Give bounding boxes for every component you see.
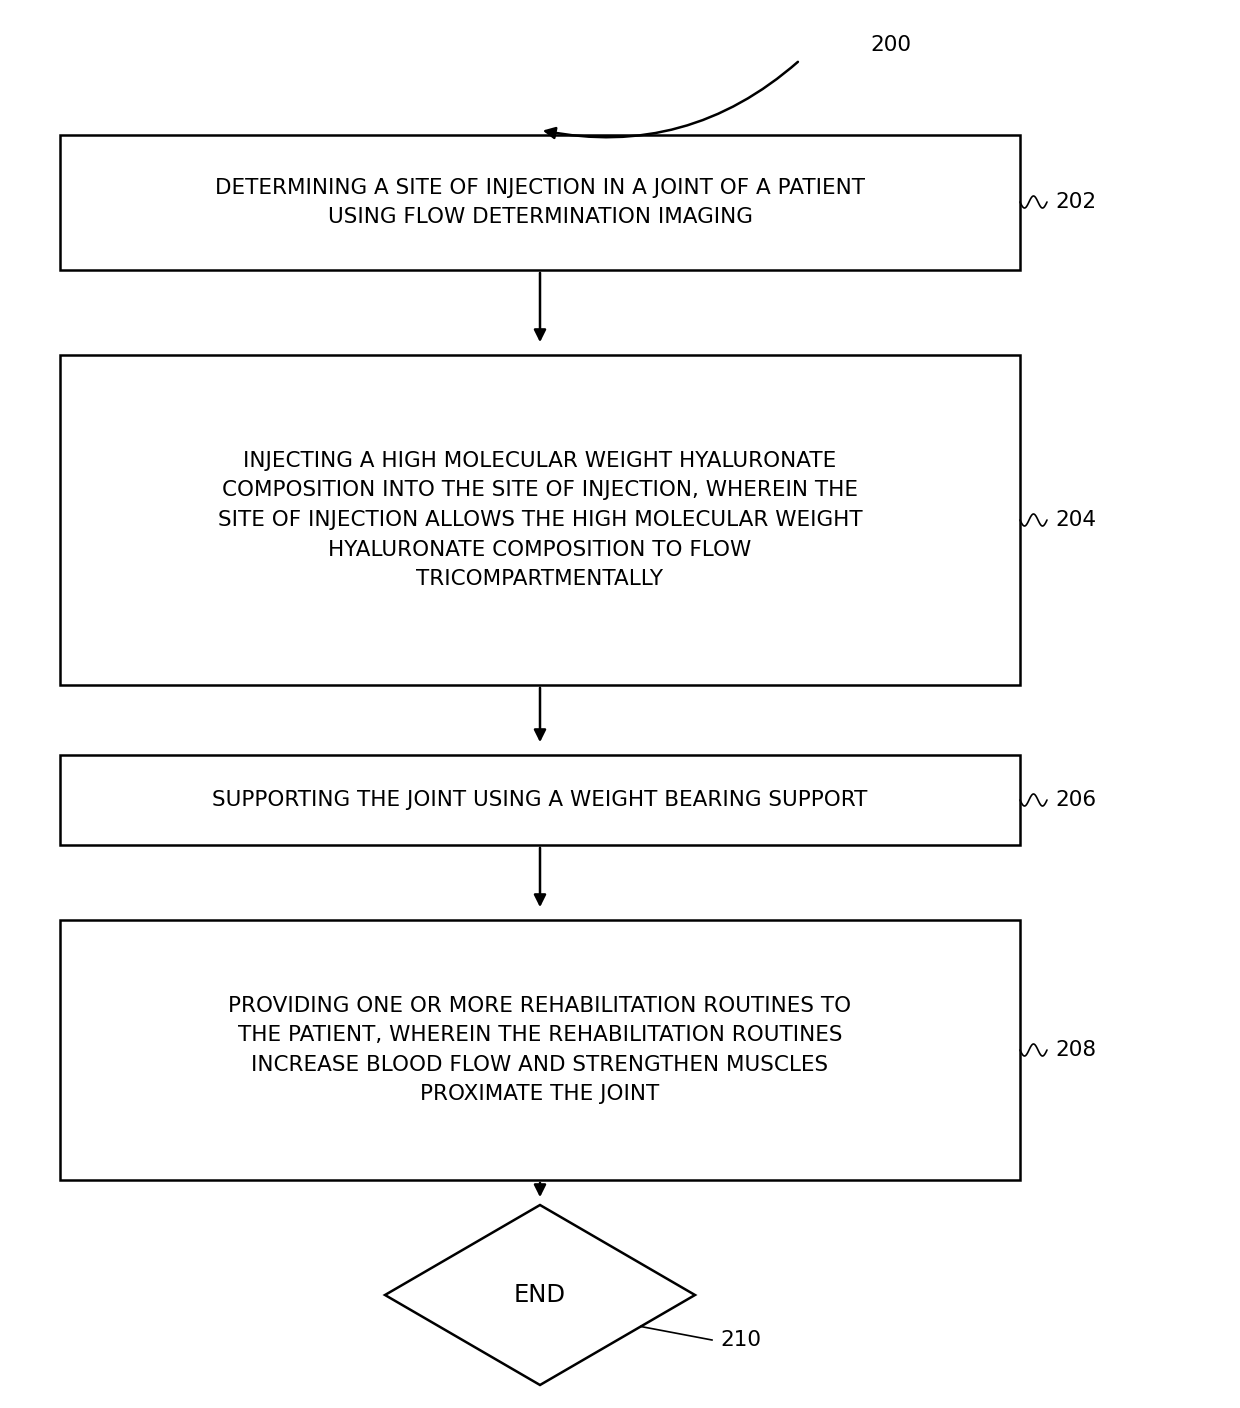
Bar (60, 755, 1021, 845)
Text: SUPPORTING THE JOINT USING A WEIGHT BEARING SUPPORT: SUPPORTING THE JOINT USING A WEIGHT BEAR… (212, 790, 868, 810)
Text: PROVIDING ONE OR MORE REHABILITATION ROUTINES TO
THE PATIENT, WHEREIN THE REHABI: PROVIDING ONE OR MORE REHABILITATION ROU… (228, 995, 852, 1104)
Text: 208: 208 (1055, 1041, 1096, 1060)
FancyArrowPatch shape (546, 62, 797, 138)
Bar (60, 135, 1021, 270)
Polygon shape (384, 1205, 694, 1385)
Text: 200: 200 (870, 35, 911, 55)
Text: 204: 204 (1055, 510, 1096, 529)
Bar (60, 919, 1021, 1180)
Text: 202: 202 (1055, 191, 1096, 213)
Bar (60, 355, 1021, 686)
Text: 206: 206 (1055, 790, 1096, 810)
Text: DETERMINING A SITE OF INJECTION IN A JOINT OF A PATIENT
USING FLOW DETERMINATION: DETERMINING A SITE OF INJECTION IN A JOI… (215, 177, 866, 227)
Text: INJECTING A HIGH MOLECULAR WEIGHT HYALURONATE
COMPOSITION INTO THE SITE OF INJEC: INJECTING A HIGH MOLECULAR WEIGHT HYALUR… (218, 451, 862, 589)
Text: END: END (515, 1283, 565, 1307)
Text: 210: 210 (720, 1331, 761, 1350)
